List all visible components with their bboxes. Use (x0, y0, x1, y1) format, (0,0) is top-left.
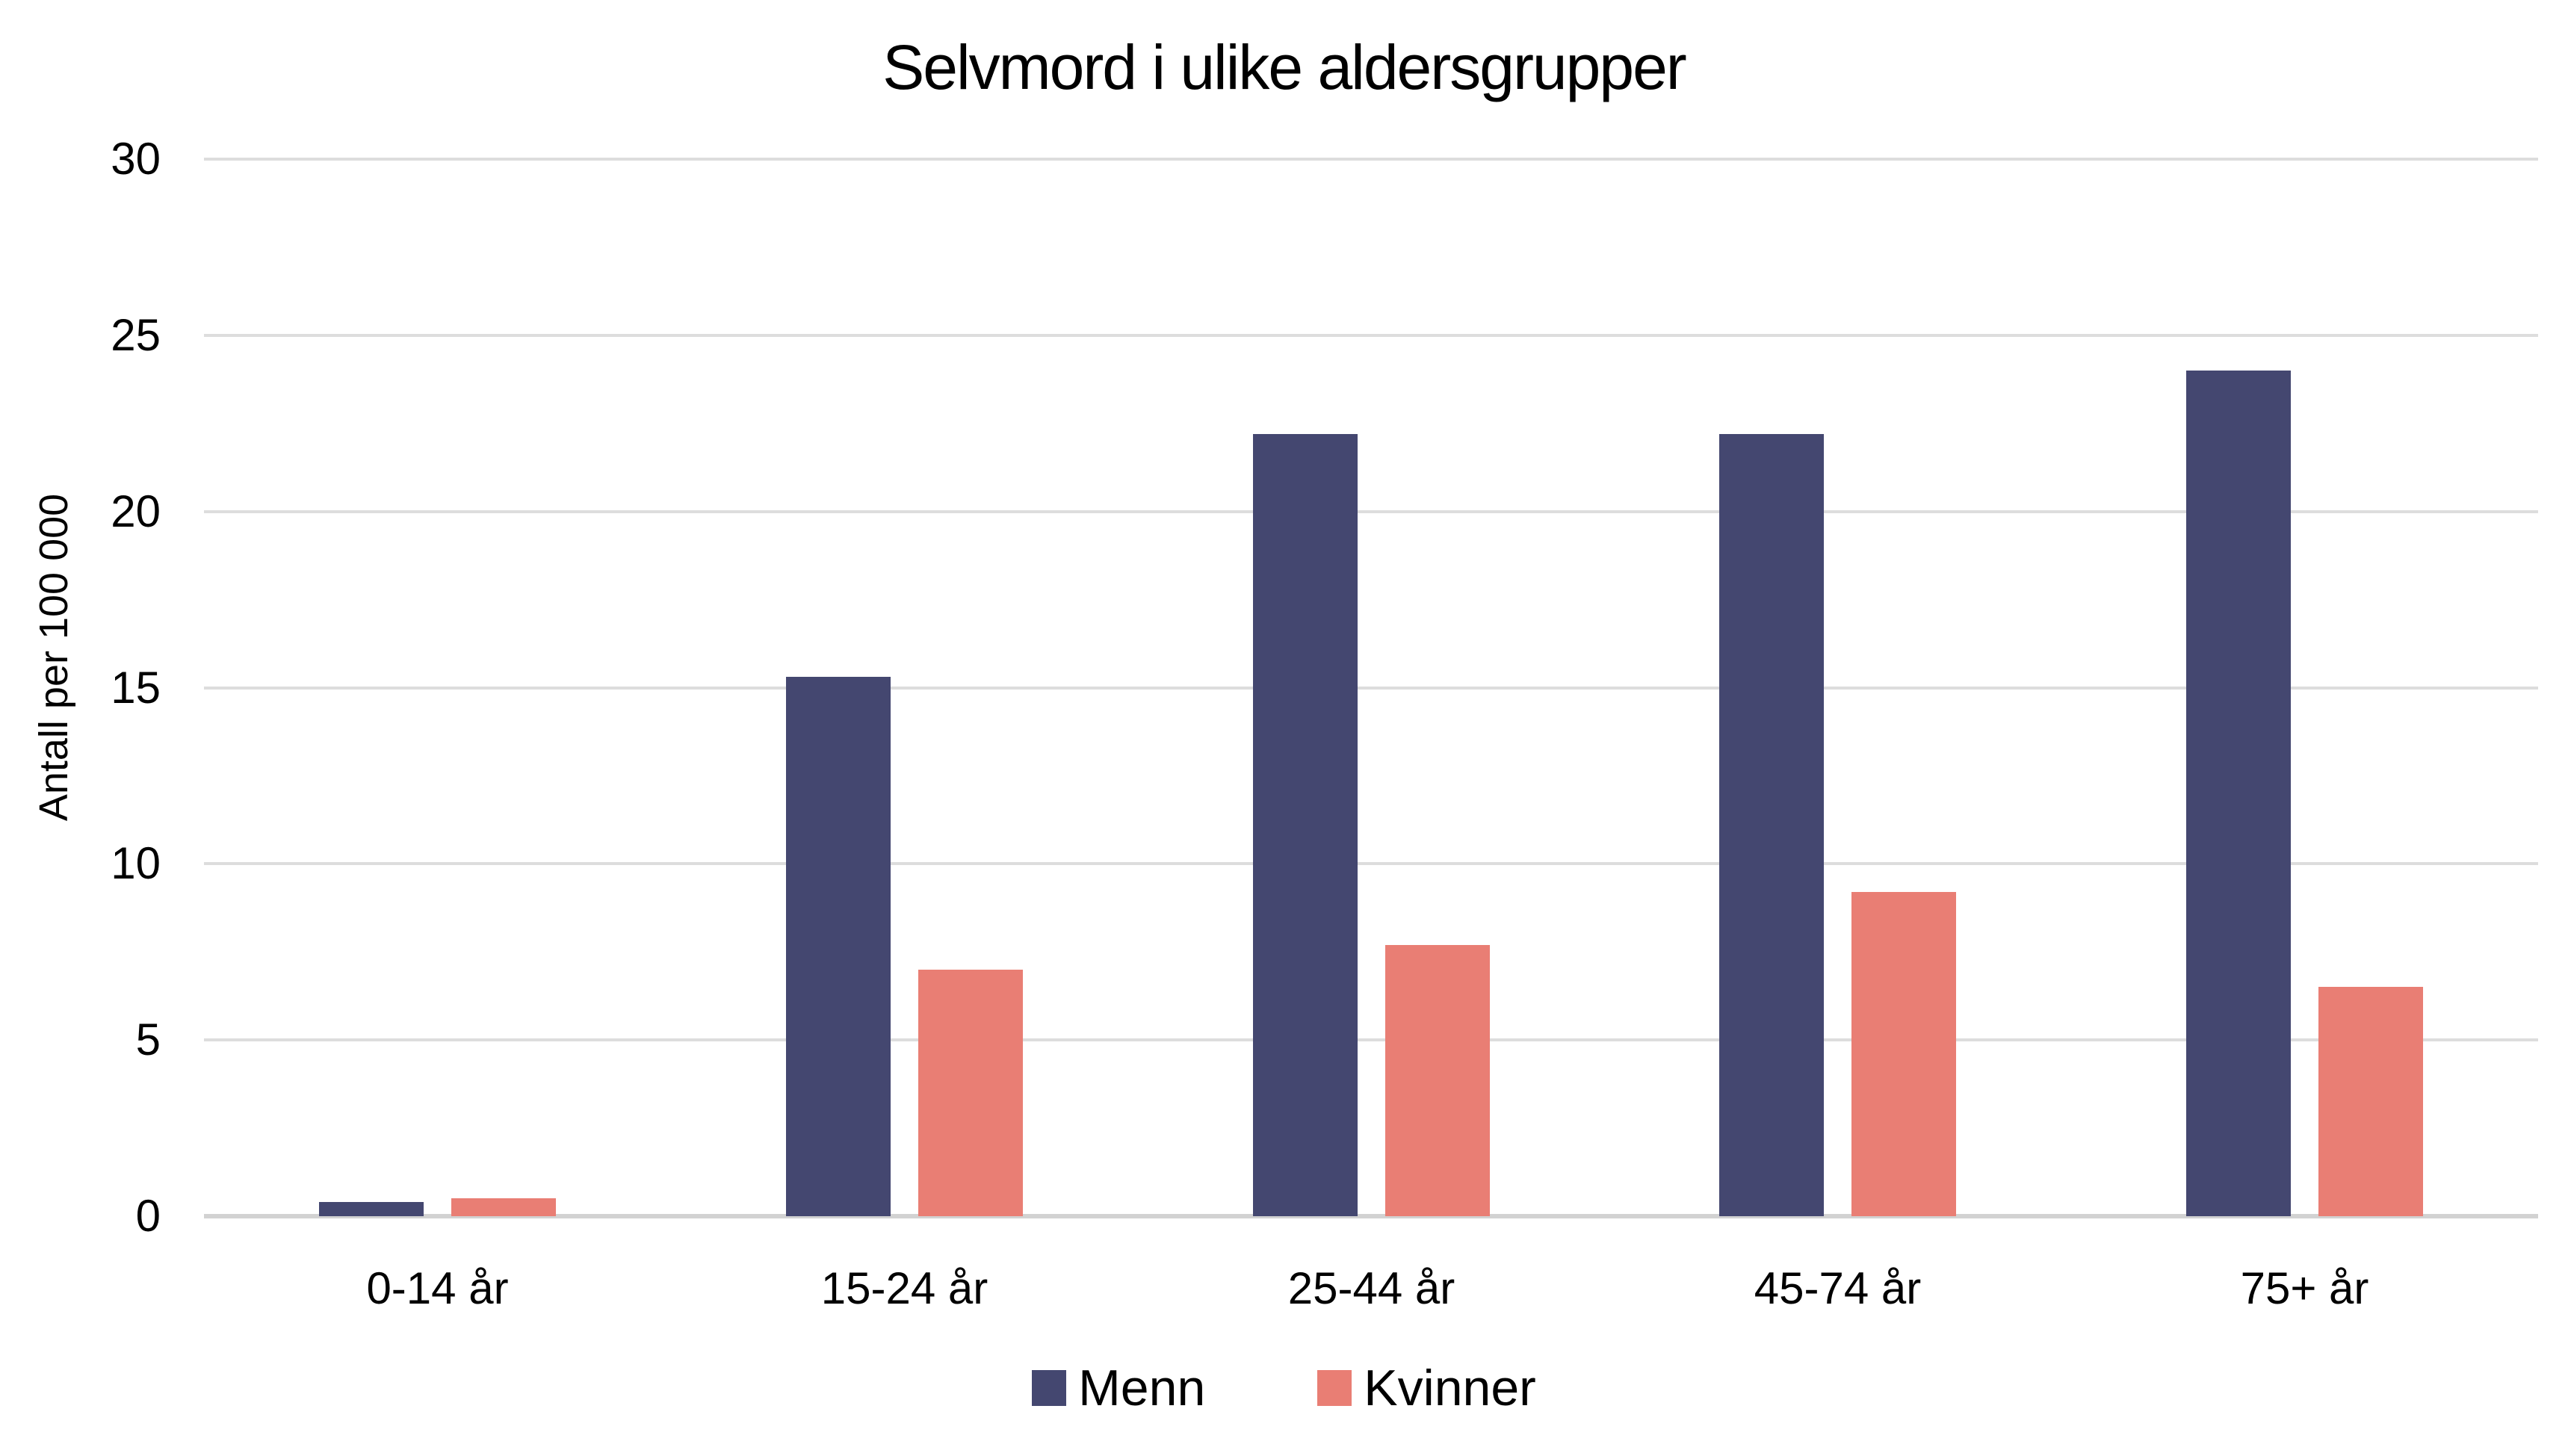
x-axis-label-25-44-år: 25-44 år (1287, 1263, 1455, 1313)
x-axis-labels: 0-14 år 15-24 år 25-44 år 45-74 år 75+ år (204, 1266, 2538, 1319)
bar-menn-45-74-år (1719, 434, 1824, 1216)
legend-item-kvinner: Kvinner (1317, 1363, 1536, 1413)
bar-menn-25-44-år (1253, 434, 1358, 1216)
gridline-y15 (204, 687, 2538, 690)
gridline-y20 (204, 510, 2538, 513)
gridline-y30 (204, 158, 2538, 161)
legend-label-kvinner: Kvinner (1364, 1360, 1536, 1416)
x-axis-label-45-74-år: 45-74 år (1754, 1263, 1922, 1313)
gridline-y5 (204, 1038, 2538, 1041)
legend: Menn Kvinner (0, 1363, 2568, 1413)
bar-kvinner-15-24-år (918, 970, 1023, 1216)
y-tick-label-15: 15 (111, 663, 161, 713)
chart-title: Selvmord i ulike aldersgrupper (882, 32, 1687, 102)
bar-menn-15-24-år (786, 677, 891, 1216)
bar-menn-0-14-år (319, 1202, 424, 1216)
bar-kvinner-75+-år (2318, 987, 2423, 1216)
gridline-y25 (204, 334, 2538, 337)
y-tick-label-20: 20 (111, 486, 161, 536)
x-axis-label-0-14-år: 0-14 år (366, 1263, 509, 1313)
gridline-y10 (204, 862, 2538, 865)
y-tick-label-25: 25 (111, 310, 161, 360)
bar-kvinner-25-44-år (1385, 945, 1490, 1216)
y-tick-label-5: 5 (135, 1014, 161, 1065)
x-axis-baseline (204, 1214, 2538, 1218)
bar-kvinner-45-74-år (1851, 892, 1956, 1216)
plot-area (204, 158, 2538, 1218)
bar-kvinner-0-14-år (451, 1198, 556, 1216)
bar-menn-75+-år (2186, 371, 2291, 1216)
legend-label-menn: Menn (1078, 1360, 1206, 1416)
legend-swatch-menn (1032, 1370, 1067, 1406)
legend-swatch-kvinner (1317, 1370, 1352, 1406)
y-tick-label-10: 10 (111, 838, 161, 888)
legend-item-menn: Menn (1032, 1363, 1205, 1413)
y-tick-label-0: 0 (135, 1191, 161, 1241)
x-axis-label-75+-år: 75+ år (2240, 1263, 2369, 1313)
y-tick-label-30: 30 (111, 134, 161, 184)
y-axis-ticks: 0 5 10 15 20 25 30 (0, 137, 161, 1239)
x-axis-label-15-24-år: 15-24 år (820, 1263, 988, 1313)
